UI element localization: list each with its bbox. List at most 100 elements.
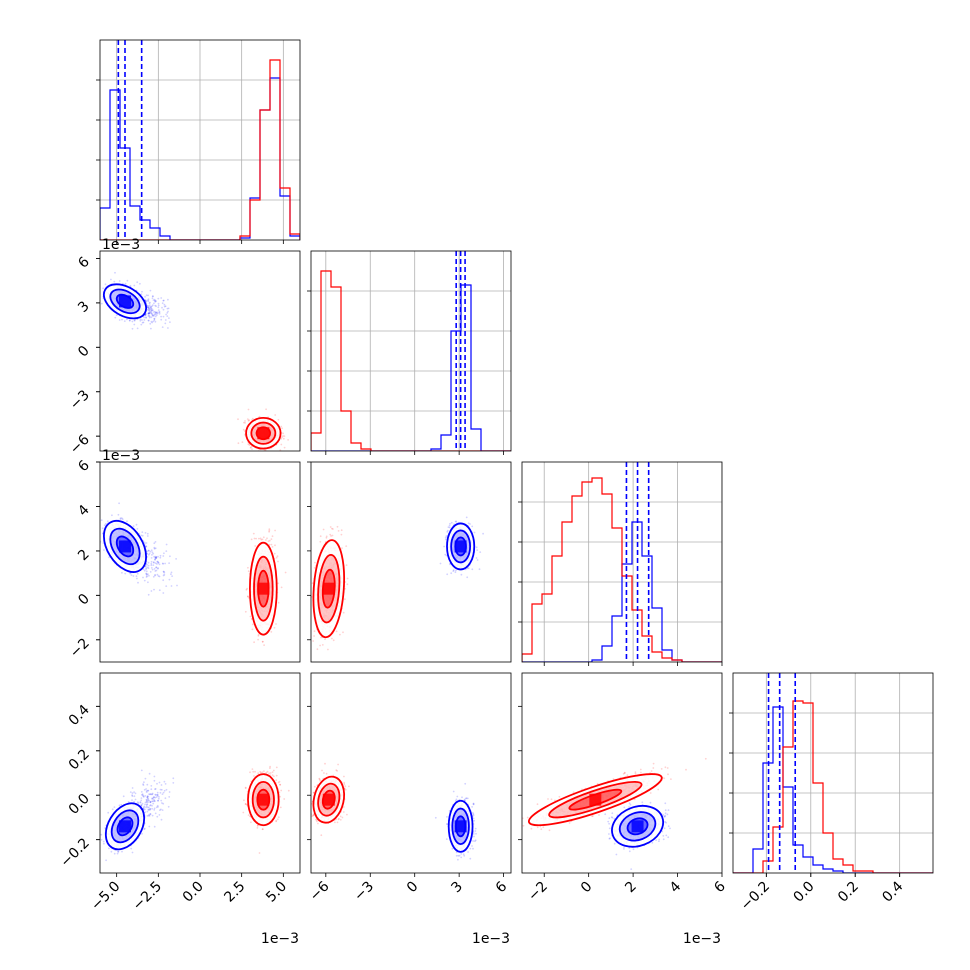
scatter-point	[97, 299, 99, 301]
scatter-point	[107, 811, 110, 814]
scatter-point	[139, 282, 141, 285]
scatter-point	[157, 575, 160, 577]
scatter-point	[149, 793, 152, 796]
scatter-point	[135, 523, 138, 526]
scatter-point	[155, 569, 158, 572]
scatter-point	[153, 318, 156, 320]
scatter-point	[150, 785, 153, 787]
hist-inner-0	[100, 40, 300, 240]
scatter-point	[144, 811, 147, 813]
scatter-point	[150, 306, 153, 308]
scatter-point	[136, 327, 139, 330]
scatter-point	[270, 631, 273, 633]
scatter-point	[150, 793, 153, 796]
scatter-point	[260, 538, 263, 541]
scatter-point	[140, 804, 143, 807]
scatter-point	[162, 592, 165, 594]
scatter-point	[152, 295, 154, 298]
scatter-point	[144, 532, 147, 534]
scatter-point	[114, 271, 116, 274]
scatter-point	[121, 282, 124, 285]
scatter-point	[151, 304, 154, 307]
scatter-point	[264, 449, 267, 451]
scatter-point	[244, 610, 247, 613]
density-peak	[119, 295, 131, 308]
panel-inner	[100, 765, 290, 862]
scatter-point	[253, 641, 256, 644]
scatter-point	[145, 294, 148, 297]
panel-inner	[97, 271, 289, 451]
scatter-point	[137, 581, 139, 584]
scatter-point	[259, 537, 262, 540]
scatter-point	[153, 775, 156, 778]
scatter-point	[160, 315, 163, 318]
scatter-point	[156, 794, 159, 796]
scatter-point	[124, 572, 127, 575]
scatter-point	[153, 800, 156, 803]
scatter-point	[132, 575, 135, 577]
scatter-point	[133, 791, 136, 793]
scatter-point	[147, 306, 150, 309]
scatter-point	[151, 297, 154, 300]
scatter-point	[155, 796, 158, 798]
scatter-point	[140, 534, 143, 537]
scatter-point	[266, 537, 268, 540]
scatter-point	[271, 546, 274, 548]
scatter-point	[147, 801, 149, 803]
scatter-point	[139, 801, 142, 803]
scatter-point	[258, 852, 261, 854]
scatter-point	[148, 316, 151, 319]
scatter-point	[165, 543, 168, 546]
scatter-point	[154, 796, 157, 799]
scatter-point	[131, 327, 134, 330]
scatter-point	[145, 316, 147, 319]
scatter-point	[155, 566, 158, 569]
scatter-point	[149, 571, 152, 573]
scatter-point	[241, 441, 244, 443]
scatter-point	[158, 814, 161, 816]
scatter-point	[143, 316, 146, 319]
scatter-point	[145, 542, 148, 544]
scatter-point	[117, 850, 119, 853]
scatter-point	[142, 795, 145, 798]
scatter-point	[156, 804, 159, 807]
scatter-point	[150, 788, 153, 791]
scatter-point	[149, 310, 152, 313]
scatter-point	[156, 791, 159, 794]
scatter-point	[153, 568, 156, 570]
scatter-point	[149, 311, 152, 314]
scatter-point	[274, 414, 277, 416]
scatter-point	[151, 800, 154, 803]
scatter-point	[263, 449, 266, 451]
scatter-point	[145, 545, 148, 548]
scatter-point	[100, 519, 103, 522]
scatter-point	[160, 818, 163, 821]
scatter-point	[157, 555, 159, 558]
scatter-point	[119, 517, 122, 519]
scatter-point	[157, 806, 159, 808]
scatter-point	[164, 783, 167, 785]
scatter-point	[150, 320, 153, 323]
scatter-point	[154, 562, 157, 565]
scatter-point	[257, 634, 260, 637]
scatter-point	[147, 299, 149, 302]
hist-panel-0	[96, 39, 301, 244]
scatter-point	[275, 623, 277, 625]
scatter-point	[100, 833, 103, 836]
scatter-point	[148, 310, 151, 312]
scatter-point	[248, 419, 251, 422]
scatter-point	[247, 570, 250, 573]
scatter-point	[274, 544, 276, 547]
scatter-point	[108, 847, 110, 850]
scatter-point	[153, 314, 156, 317]
scatter-point	[149, 807, 152, 810]
scatter-point	[135, 575, 138, 578]
scatter-point	[151, 568, 154, 571]
scatter-point	[283, 446, 286, 449]
scatter-point	[157, 567, 159, 570]
scatter-point	[113, 806, 116, 808]
scatter-point	[146, 783, 149, 786]
scatter-point	[153, 779, 156, 782]
panel-0-1	[97, 250, 301, 452]
scatter-point	[148, 308, 151, 311]
